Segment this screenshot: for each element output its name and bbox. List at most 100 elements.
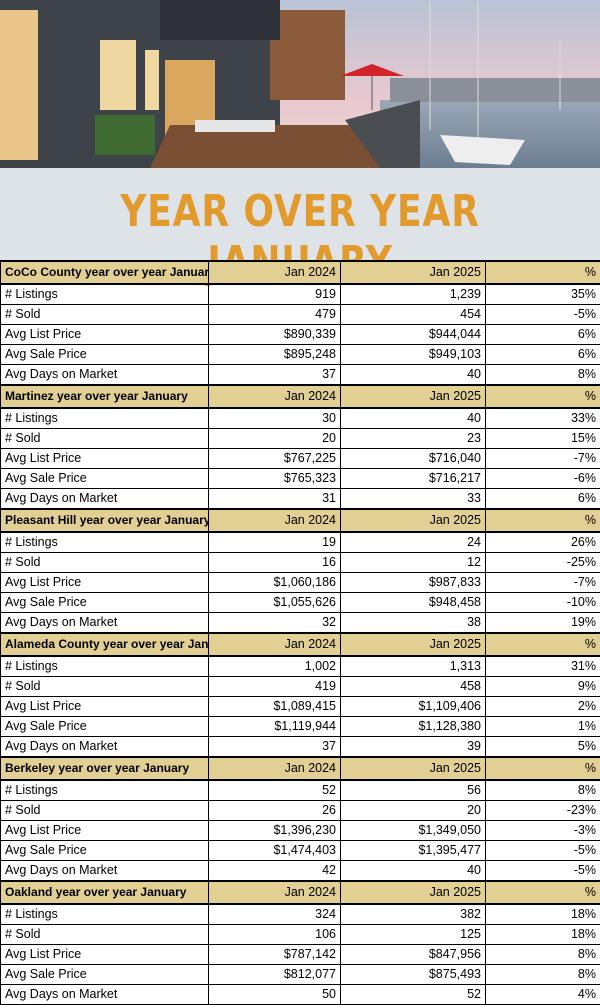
cell-value: 18% xyxy=(486,925,600,945)
row-label: # Listings xyxy=(1,408,209,429)
cell-value: 39 xyxy=(341,737,486,758)
column-header: % xyxy=(486,881,600,904)
cell-value: $787,142 xyxy=(209,945,341,965)
section-title: Berkeley year over year January xyxy=(1,757,209,780)
cell-value: 32 xyxy=(209,613,341,634)
column-header: % xyxy=(486,757,600,780)
cell-value: 37 xyxy=(209,365,341,386)
cell-value: 8% xyxy=(486,780,600,801)
data-row: Avg List Price$1,396,230$1,349,050-3% xyxy=(1,821,600,841)
cell-value: -3% xyxy=(486,821,600,841)
cell-value: 15% xyxy=(486,429,600,449)
row-label: # Listings xyxy=(1,532,209,553)
row-label: Avg Sale Price xyxy=(1,717,209,737)
cell-value: 38 xyxy=(341,613,486,634)
column-header: Jan 2024 xyxy=(209,261,341,284)
cell-value: $1,109,406 xyxy=(341,697,486,717)
cell-value: $949,103 xyxy=(341,345,486,365)
row-label: Avg Days on Market xyxy=(1,489,209,510)
cell-value: 6% xyxy=(486,489,600,510)
column-header: Jan 2025 xyxy=(341,757,486,780)
cell-value: 56 xyxy=(341,780,486,801)
column-header: Jan 2025 xyxy=(341,633,486,656)
cell-value: $1,474,403 xyxy=(209,841,341,861)
cell-value: $895,248 xyxy=(209,345,341,365)
column-header: Jan 2024 xyxy=(209,509,341,532)
row-label: # Sold xyxy=(1,429,209,449)
row-label: Avg List Price xyxy=(1,573,209,593)
column-header: Jan 2025 xyxy=(341,509,486,532)
row-label: Avg List Price xyxy=(1,697,209,717)
column-header: Jan 2024 xyxy=(209,633,341,656)
cell-value: 30 xyxy=(209,408,341,429)
cell-value: $1,128,380 xyxy=(341,717,486,737)
cell-value: 31 xyxy=(209,489,341,510)
column-header: Jan 2025 xyxy=(341,881,486,904)
cell-value: -10% xyxy=(486,593,600,613)
row-label: # Sold xyxy=(1,305,209,325)
column-header: Jan 2024 xyxy=(209,757,341,780)
section-title: Alameda County year over year January xyxy=(1,633,209,656)
row-label: Avg Sale Price xyxy=(1,345,209,365)
cell-value: $767,225 xyxy=(209,449,341,469)
data-row: Avg Sale Price$1,474,403$1,395,477-5% xyxy=(1,841,600,861)
cell-value: 458 xyxy=(341,677,486,697)
cell-value: 33 xyxy=(341,489,486,510)
row-label: Avg Days on Market xyxy=(1,613,209,634)
row-label: Avg Days on Market xyxy=(1,861,209,882)
data-row: Avg Sale Price$765,323$716,217-6% xyxy=(1,469,600,489)
cell-value: $890,339 xyxy=(209,325,341,345)
cell-value: 1,002 xyxy=(209,656,341,677)
row-label: Avg List Price xyxy=(1,821,209,841)
cell-value: 8% xyxy=(486,965,600,985)
cell-value: $1,395,477 xyxy=(341,841,486,861)
row-label: Avg List Price xyxy=(1,325,209,345)
cell-value: 35% xyxy=(486,284,600,305)
cell-value: 6% xyxy=(486,325,600,345)
cell-value: -5% xyxy=(486,305,600,325)
cell-value: $1,396,230 xyxy=(209,821,341,841)
cell-value: 382 xyxy=(341,904,486,925)
cell-value: -5% xyxy=(486,841,600,861)
row-label: # Listings xyxy=(1,780,209,801)
cell-value: 31% xyxy=(486,656,600,677)
cell-value: $948,458 xyxy=(341,593,486,613)
row-label: Avg List Price xyxy=(1,945,209,965)
cell-value: $1,089,415 xyxy=(209,697,341,717)
row-label: # Sold xyxy=(1,553,209,573)
row-label: Avg Days on Market xyxy=(1,365,209,386)
data-row: Avg List Price$767,225$716,040-7% xyxy=(1,449,600,469)
cell-value: $716,040 xyxy=(341,449,486,469)
cell-value: -6% xyxy=(486,469,600,489)
cell-value: 4% xyxy=(486,985,600,1005)
cell-value: -7% xyxy=(486,449,600,469)
cell-value: 24 xyxy=(341,532,486,553)
cell-value: 52 xyxy=(209,780,341,801)
cell-value: 16 xyxy=(209,553,341,573)
data-row: Avg List Price$1,060,186$987,833-7% xyxy=(1,573,600,593)
column-header: % xyxy=(486,509,600,532)
cell-value: 6% xyxy=(486,345,600,365)
cell-value: 26% xyxy=(486,532,600,553)
cell-value: 20 xyxy=(209,429,341,449)
cell-value: 42 xyxy=(209,861,341,882)
cell-value: 50 xyxy=(209,985,341,1005)
